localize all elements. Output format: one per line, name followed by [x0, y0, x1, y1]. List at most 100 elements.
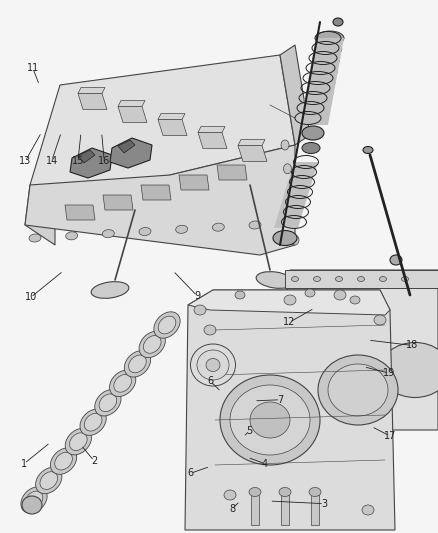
Ellipse shape — [256, 272, 294, 288]
Ellipse shape — [99, 394, 117, 411]
Ellipse shape — [21, 487, 47, 513]
Polygon shape — [179, 175, 209, 190]
Ellipse shape — [302, 126, 324, 140]
Ellipse shape — [362, 505, 374, 515]
Ellipse shape — [250, 402, 290, 438]
Ellipse shape — [336, 277, 343, 281]
Ellipse shape — [292, 277, 299, 281]
Ellipse shape — [110, 370, 136, 397]
Text: 13: 13 — [19, 156, 32, 166]
Ellipse shape — [139, 228, 151, 236]
Ellipse shape — [204, 325, 216, 335]
Text: 1: 1 — [21, 459, 27, 469]
Ellipse shape — [333, 18, 343, 26]
Polygon shape — [118, 101, 145, 107]
Ellipse shape — [194, 305, 206, 315]
Ellipse shape — [206, 359, 220, 372]
Ellipse shape — [197, 350, 229, 380]
Text: 4: 4 — [262, 459, 268, 469]
Ellipse shape — [91, 281, 129, 298]
Polygon shape — [368, 275, 420, 300]
Bar — [251, 495, 259, 525]
Ellipse shape — [311, 64, 337, 78]
Ellipse shape — [176, 225, 187, 233]
Ellipse shape — [291, 235, 299, 245]
Polygon shape — [118, 107, 147, 123]
Ellipse shape — [220, 375, 320, 465]
Ellipse shape — [316, 31, 344, 45]
Ellipse shape — [310, 340, 400, 410]
Ellipse shape — [307, 86, 333, 100]
Ellipse shape — [230, 385, 310, 455]
Ellipse shape — [235, 291, 245, 299]
Ellipse shape — [284, 295, 296, 305]
Ellipse shape — [224, 490, 236, 500]
Ellipse shape — [338, 324, 350, 333]
Ellipse shape — [102, 230, 114, 238]
Ellipse shape — [304, 108, 328, 122]
Bar — [285, 270, 438, 288]
Ellipse shape — [124, 351, 151, 377]
Text: 3: 3 — [321, 499, 327, 508]
Text: 16: 16 — [98, 156, 110, 166]
Ellipse shape — [143, 336, 161, 353]
Polygon shape — [274, 162, 318, 228]
Ellipse shape — [314, 277, 321, 281]
Ellipse shape — [154, 312, 180, 338]
Ellipse shape — [379, 277, 386, 281]
Polygon shape — [285, 270, 438, 430]
Ellipse shape — [338, 305, 350, 314]
Bar — [281, 495, 289, 525]
Ellipse shape — [55, 453, 72, 470]
Text: 8: 8 — [229, 504, 235, 514]
Ellipse shape — [114, 375, 131, 392]
Ellipse shape — [314, 42, 342, 56]
Ellipse shape — [328, 364, 388, 416]
Ellipse shape — [139, 332, 166, 358]
Ellipse shape — [281, 140, 289, 150]
Polygon shape — [238, 146, 267, 161]
Ellipse shape — [66, 232, 78, 240]
Ellipse shape — [360, 305, 372, 314]
Text: 19: 19 — [383, 368, 395, 378]
Text: 2: 2 — [91, 456, 97, 466]
Ellipse shape — [318, 355, 398, 425]
Ellipse shape — [29, 234, 41, 242]
Ellipse shape — [305, 97, 331, 111]
Polygon shape — [110, 138, 152, 168]
Polygon shape — [198, 126, 225, 133]
Ellipse shape — [289, 211, 297, 221]
Ellipse shape — [294, 324, 306, 333]
Ellipse shape — [389, 284, 401, 293]
Ellipse shape — [305, 289, 315, 297]
Polygon shape — [217, 165, 247, 180]
Ellipse shape — [249, 488, 261, 497]
Polygon shape — [65, 205, 95, 220]
Ellipse shape — [309, 488, 321, 497]
Polygon shape — [25, 185, 55, 245]
Polygon shape — [118, 140, 135, 153]
Polygon shape — [78, 93, 107, 109]
Text: 18: 18 — [406, 341, 418, 350]
Text: 11: 11 — [27, 63, 39, 73]
Text: 15: 15 — [72, 156, 84, 166]
Ellipse shape — [363, 147, 373, 154]
Ellipse shape — [50, 448, 77, 474]
Ellipse shape — [22, 496, 42, 514]
Text: 14: 14 — [46, 156, 58, 166]
Text: 7: 7 — [277, 395, 283, 405]
Polygon shape — [280, 45, 310, 145]
Bar — [311, 495, 319, 525]
Ellipse shape — [286, 188, 294, 198]
Ellipse shape — [212, 223, 224, 231]
Polygon shape — [70, 148, 112, 178]
Ellipse shape — [40, 472, 58, 489]
Ellipse shape — [158, 316, 176, 334]
Ellipse shape — [302, 142, 320, 154]
Polygon shape — [158, 119, 187, 135]
Polygon shape — [185, 290, 395, 530]
Text: 12: 12 — [283, 318, 295, 327]
Text: 5: 5 — [247, 426, 253, 435]
Ellipse shape — [35, 467, 62, 494]
Ellipse shape — [249, 221, 261, 229]
